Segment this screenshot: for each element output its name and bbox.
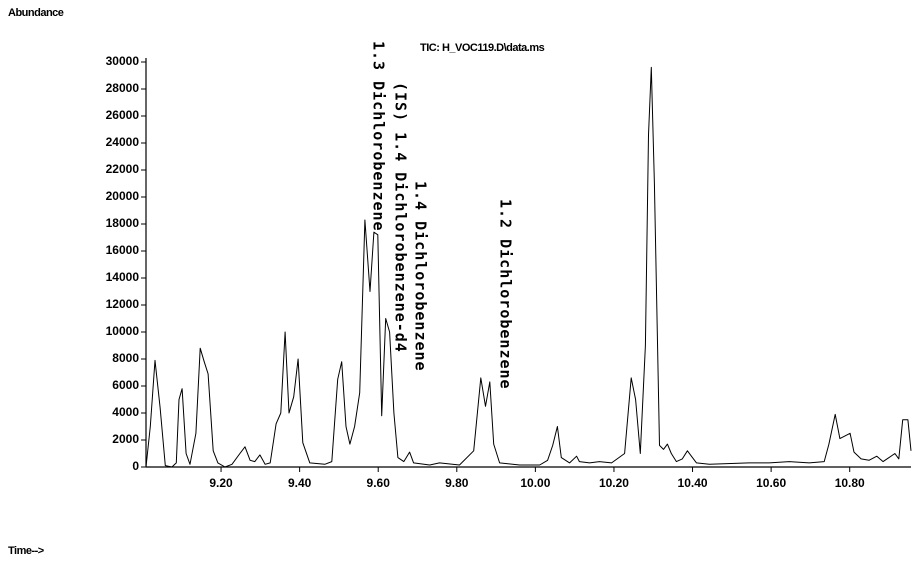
y-tick-label: 8000 bbox=[112, 351, 139, 365]
y-tick-label: 18000 bbox=[106, 216, 140, 230]
y-axis-label: Abundance bbox=[8, 7, 64, 19]
x-tick-label: 9.80 bbox=[445, 476, 469, 490]
y-tick-label: 2000 bbox=[112, 432, 139, 446]
y-tick-label: 6000 bbox=[112, 378, 139, 392]
x-tick-label: 9.20 bbox=[209, 476, 233, 490]
peak-annotation: 1.3 Dichlorobenzene bbox=[370, 41, 388, 232]
y-tick-label: 30000 bbox=[106, 54, 140, 68]
y-tick-label: 16000 bbox=[106, 243, 140, 257]
y-tick-label: 0 bbox=[132, 459, 139, 473]
y-tick-label: 4000 bbox=[112, 405, 139, 419]
y-tick-label: 14000 bbox=[106, 270, 140, 284]
x-tick-label: 10.60 bbox=[756, 476, 786, 490]
y-tick-label: 10000 bbox=[106, 324, 140, 338]
peak-annotation: 1.2 Dichlorobenzene bbox=[497, 199, 515, 390]
x-tick-label: 10.40 bbox=[678, 476, 708, 490]
x-tick-label: 10.00 bbox=[520, 476, 550, 490]
trace-line bbox=[145, 66, 912, 468]
x-tick-label: 10.20 bbox=[599, 476, 629, 490]
y-tick-label: 24000 bbox=[106, 135, 140, 149]
y-tick-label: 12000 bbox=[106, 297, 140, 311]
chart-title: TIC: H_VOC119.D\data.ms bbox=[420, 42, 545, 54]
x-tick-label: 9.40 bbox=[288, 476, 312, 490]
y-tick-label: 26000 bbox=[106, 108, 140, 122]
x-axis-label: Time--> bbox=[8, 545, 44, 557]
y-tick-label: 20000 bbox=[106, 189, 140, 203]
x-tick-label: 9.60 bbox=[367, 476, 391, 490]
peak-annotation: 1.4 Dichlorobenzene bbox=[412, 181, 430, 372]
y-tick-label: 28000 bbox=[106, 81, 140, 95]
x-tick-label: 10.80 bbox=[835, 476, 865, 490]
y-tick-label: 22000 bbox=[106, 162, 140, 176]
peak-annotation: (IS) 1.4 Dichlorobenzene-d4 bbox=[392, 82, 410, 353]
